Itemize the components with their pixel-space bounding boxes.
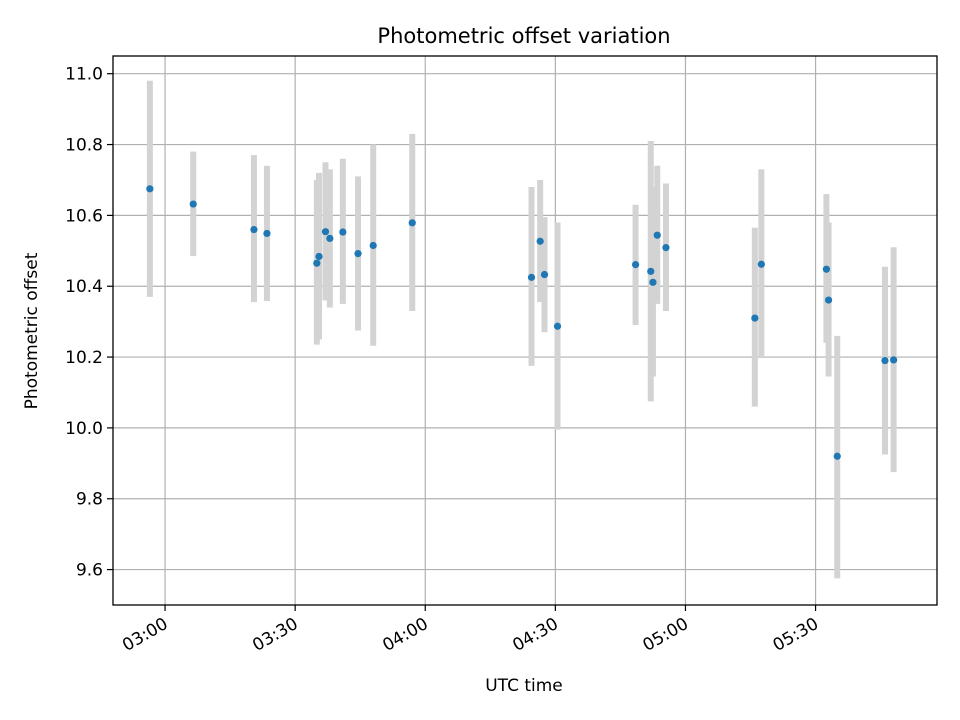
data-point bbox=[536, 237, 544, 245]
data-point bbox=[553, 322, 562, 330]
data-point bbox=[321, 228, 330, 236]
y-tick-label: 10.4 bbox=[65, 277, 103, 297]
y-tick-label: 10.2 bbox=[65, 348, 103, 368]
data-point bbox=[757, 260, 765, 268]
data-point bbox=[662, 244, 670, 252]
data-point bbox=[653, 231, 661, 239]
data-point bbox=[881, 357, 889, 365]
data-point bbox=[649, 278, 657, 286]
y-axis-label: Photometric offset bbox=[22, 252, 42, 409]
y-tick-label: 10.6 bbox=[65, 206, 103, 226]
y-tick-label: 10.8 bbox=[65, 136, 103, 156]
data-point bbox=[751, 314, 759, 322]
y-tick-label: 11.0 bbox=[65, 65, 103, 85]
data-point bbox=[647, 267, 655, 275]
data-point bbox=[250, 225, 258, 234]
y-tick-label: 10.0 bbox=[65, 419, 103, 439]
y-tick-label: 9.8 bbox=[76, 490, 103, 510]
data-point bbox=[822, 265, 831, 273]
data-point bbox=[540, 270, 549, 279]
data-point bbox=[263, 229, 271, 238]
data-point bbox=[369, 241, 377, 250]
plot-frame bbox=[112, 55, 938, 606]
data-point bbox=[146, 185, 154, 193]
data-point bbox=[326, 234, 334, 243]
data-point bbox=[315, 252, 323, 261]
data-point bbox=[890, 356, 898, 364]
data-point bbox=[631, 261, 640, 269]
data-point bbox=[339, 228, 347, 236]
data-point bbox=[527, 273, 536, 281]
chart-title: Photometric offset variation bbox=[377, 24, 670, 48]
grid bbox=[113, 56, 937, 605]
data-point bbox=[833, 452, 841, 460]
x-axis-label: UTC time bbox=[485, 676, 563, 696]
data-point bbox=[354, 250, 362, 258]
data-point bbox=[824, 296, 833, 304]
data-point bbox=[408, 219, 416, 227]
data-points bbox=[146, 185, 898, 460]
y-tick-label: 9.6 bbox=[76, 561, 103, 581]
data-point bbox=[189, 200, 197, 208]
data-point bbox=[313, 259, 321, 267]
